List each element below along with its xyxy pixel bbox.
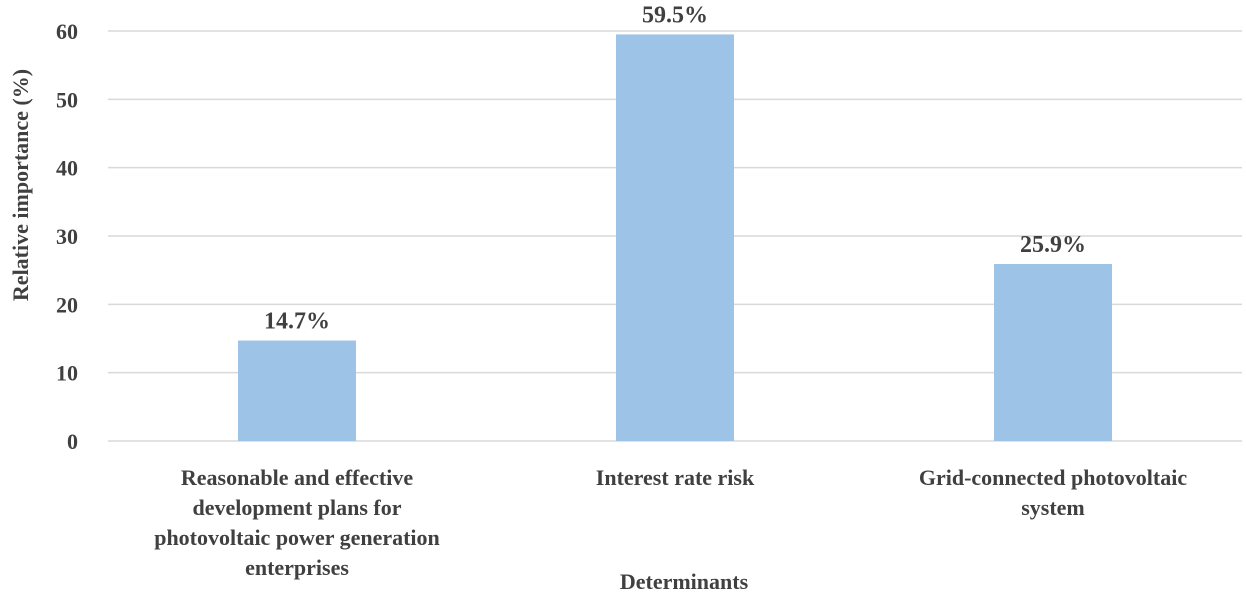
bar — [994, 264, 1112, 441]
x-category-label-line: Interest rate risk — [596, 465, 755, 490]
data-label: 25.9% — [1020, 232, 1086, 258]
y-tick-label: 40 — [56, 156, 78, 181]
data-label: 59.5% — [642, 2, 708, 28]
y-tick-label: 10 — [56, 361, 78, 386]
x-category-label: Grid-connected photovoltaic system — [919, 465, 1187, 520]
y-tick-label: 20 — [56, 292, 78, 317]
x-category-label-line: photovoltaic power generation — [154, 525, 440, 550]
bars — [238, 34, 1112, 442]
y-tick-label: 50 — [56, 87, 78, 112]
x-axis-categories: Reasonable and effective development plan… — [154, 465, 1187, 580]
x-category-label: Reasonable and effective development plan… — [154, 465, 440, 580]
y-tick-label: 0 — [67, 429, 78, 454]
bar — [616, 34, 734, 442]
data-label: 14.7% — [264, 309, 330, 335]
x-axis-title: Determinants — [620, 569, 749, 594]
x-category-label-line: development plans for — [193, 495, 402, 520]
x-category-label-line: system — [1021, 495, 1085, 520]
x-category-label-line: Reasonable and effective — [181, 465, 413, 490]
y-axis-ticks: 0 10 20 30 40 50 60 — [56, 19, 78, 454]
x-category-label-line: enterprises — [245, 555, 349, 580]
y-tick-label: 30 — [56, 224, 78, 249]
y-tick-label: 60 — [56, 19, 78, 44]
x-category-label: Interest rate risk — [596, 465, 755, 490]
y-axis-title: Relative importance (%) — [8, 69, 33, 301]
data-labels: 14.7% 59.5% 25.9% — [264, 2, 1086, 334]
x-category-label-line: Grid-connected photovoltaic — [919, 465, 1187, 490]
bar — [238, 340, 356, 441]
